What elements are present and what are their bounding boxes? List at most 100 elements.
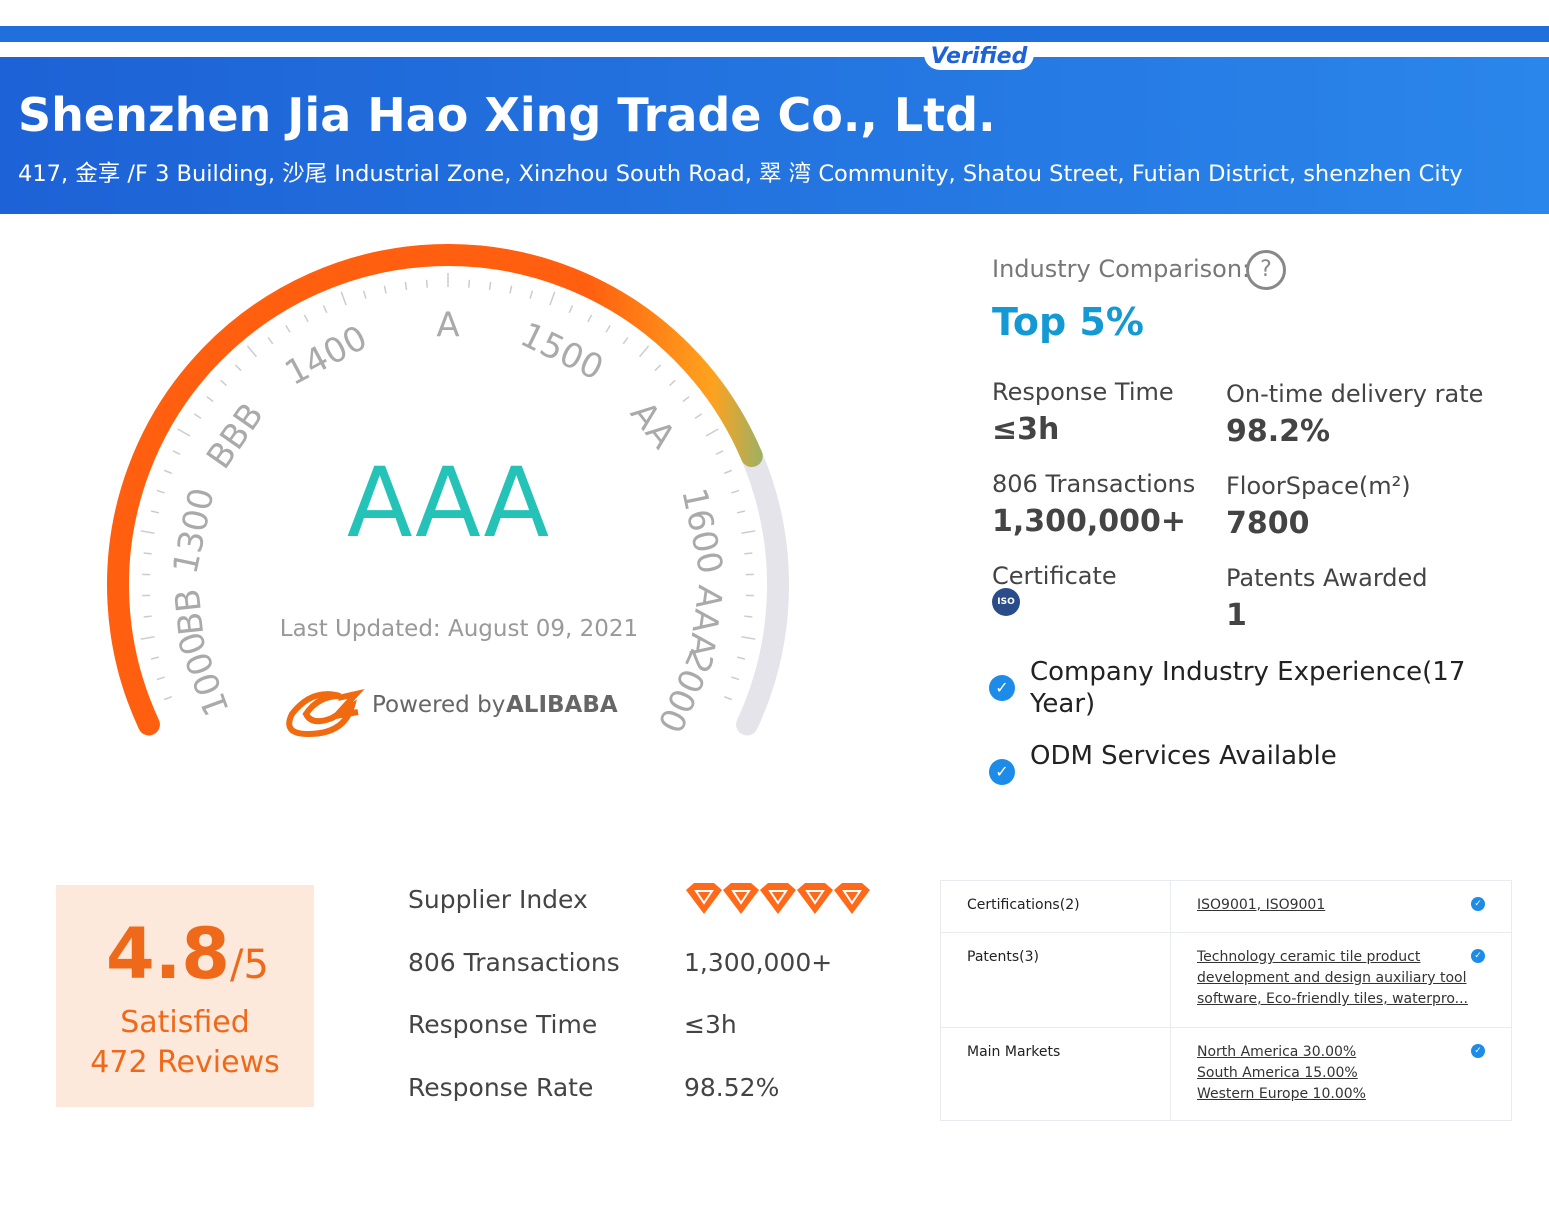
gauge-tick [694, 413, 703, 419]
stat-value: 1,300,000+ [992, 504, 1187, 539]
gauge-tick [468, 279, 471, 288]
row-label-text: Patents(3) [967, 949, 1039, 965]
row-link[interactable]: software, Eco-friendly tiles, waterpro..… [1197, 991, 1468, 1007]
supplier-value: ≤3h [684, 1010, 737, 1039]
gauge-label: BB [168, 587, 213, 638]
comparison-value: Top 5% [992, 300, 1144, 344]
row-link[interactable]: South America 15.00% [1197, 1065, 1358, 1081]
gauge-tick [638, 345, 650, 358]
score-line: 4.8/5 [106, 913, 269, 995]
gauge-track [736, 445, 789, 736]
row-label: Main Markets [940, 1027, 1171, 1121]
gauge-tick [340, 291, 347, 306]
gauge-label: 1300 [166, 485, 223, 578]
gauge-tick [285, 325, 291, 333]
gauge-tick [744, 552, 753, 555]
supplier-value: 98.52% [684, 1072, 780, 1102]
gauge-tick [488, 281, 492, 291]
row-link[interactable]: development and design auxiliary tool [1197, 970, 1467, 986]
gauge-label: 1000 [171, 626, 238, 721]
row-value: Technology ceramic tile product developme… [1170, 932, 1512, 1028]
row-value: North America 30.00% South America 15.00%… [1170, 1027, 1512, 1121]
gauge-tick [322, 305, 328, 314]
gauge-tick [705, 428, 719, 437]
gauge-arc [107, 244, 763, 736]
gauge-tick [140, 530, 155, 534]
rating-card: 4.8/5 Satisfied 472 Reviews [56, 885, 314, 1107]
verified-icon: ✓ [1471, 1044, 1485, 1058]
gauge-tick [156, 489, 165, 494]
gauge-tick [741, 636, 756, 640]
gauge-tick [164, 469, 172, 475]
supplier-value: 1,300,000+ [684, 947, 833, 977]
company-title: Shenzhen Jia Hao Xing Trade Co., Ltd. [18, 88, 996, 142]
comparison-label: Industry Comparison: [992, 255, 1251, 283]
supplier-label: Response Time [408, 1010, 598, 1039]
supplier-label: 806 Transactions [408, 947, 620, 977]
company-address: 417, 金享 /F 3 Building, 沙尾 Industrial Zon… [18, 161, 1463, 187]
stat-value: ≤3h [992, 412, 1060, 447]
diamonds [686, 883, 870, 914]
gauge-label: 1500 [514, 315, 609, 389]
powered-brand: ALIBABA [506, 692, 618, 718]
details-table: Certifications(2) ISO9001, ISO9001 ✓ Patent… [940, 880, 1512, 1121]
gauge-tick [362, 290, 367, 299]
row-link[interactable]: Technology ceramic tile product [1197, 949, 1421, 965]
top-stripe [0, 26, 1549, 42]
table-row: Certifications(2) ISO9001, ISO9001 ✓ [940, 880, 1512, 933]
verified-icon: ✓ [1471, 897, 1485, 911]
gauge-tick [587, 314, 593, 323]
gauge-tick [425, 279, 428, 288]
row-label-text: Certifications(2) [967, 897, 1080, 913]
table-row: Main Markets North America 30.00% South Am… [940, 1027, 1512, 1121]
row-link[interactable]: ISO9001, ISO9001 [1197, 897, 1326, 913]
gauge-tick [140, 636, 155, 640]
stat-value: 98.2% [1226, 414, 1331, 449]
gauge-tick [622, 336, 629, 345]
gauge-tick [143, 615, 152, 618]
row-link[interactable]: Western Europe 10.00% [1197, 1086, 1366, 1102]
verified-icon: ✓ [1471, 949, 1485, 963]
gauge-tick [568, 305, 574, 314]
score-max: /5 [230, 942, 269, 988]
gauge-tick [715, 450, 724, 456]
gauge-tick [731, 489, 740, 494]
status: Satisfied [120, 1005, 250, 1040]
row-label: Patents(3) [940, 932, 1171, 1028]
rating: AAA [347, 447, 549, 559]
header [0, 57, 1549, 214]
gauge-tick [267, 336, 274, 345]
feature: Company Industry Experience(17 Year) [1030, 657, 1466, 719]
row-label: Certifications(2) [940, 880, 1171, 933]
gauge-tick [246, 345, 258, 358]
gauge-tick [156, 676, 165, 681]
score: 4.8 [106, 913, 231, 995]
stat-label: Certificate [992, 562, 1117, 590]
gauge-label: 2000 [649, 643, 721, 738]
stat-label: FloorSpace(m²) [1226, 472, 1411, 500]
check-icon: ✓ [989, 675, 1015, 701]
row-label-text: Main Markets [967, 1044, 1061, 1060]
supplier-label: Response Rate [408, 1072, 594, 1102]
gauge-label: 1600 [673, 485, 730, 578]
gauge-tick [731, 676, 740, 681]
help-icon[interactable]: ? [1246, 250, 1286, 290]
feature: ODM Services Available [1030, 741, 1337, 771]
gauge-tick [164, 695, 172, 701]
stat-value: 7800 [1226, 506, 1310, 541]
gauge-tick [741, 530, 756, 534]
gauge-tick [150, 510, 160, 514]
gauge-tick [303, 314, 309, 323]
check-icon: ✓ [989, 759, 1015, 785]
gauge-tick [383, 285, 387, 294]
gauge-tick [404, 281, 408, 291]
gauge-tick [206, 396, 214, 403]
gauge-tick [736, 510, 746, 514]
gauge-tick [682, 396, 690, 403]
gauge-tick [172, 450, 181, 456]
verified-badge: Verified [924, 44, 1034, 70]
gauge-tick [724, 469, 732, 475]
row-link[interactable]: North America 30.00% [1197, 1044, 1357, 1060]
